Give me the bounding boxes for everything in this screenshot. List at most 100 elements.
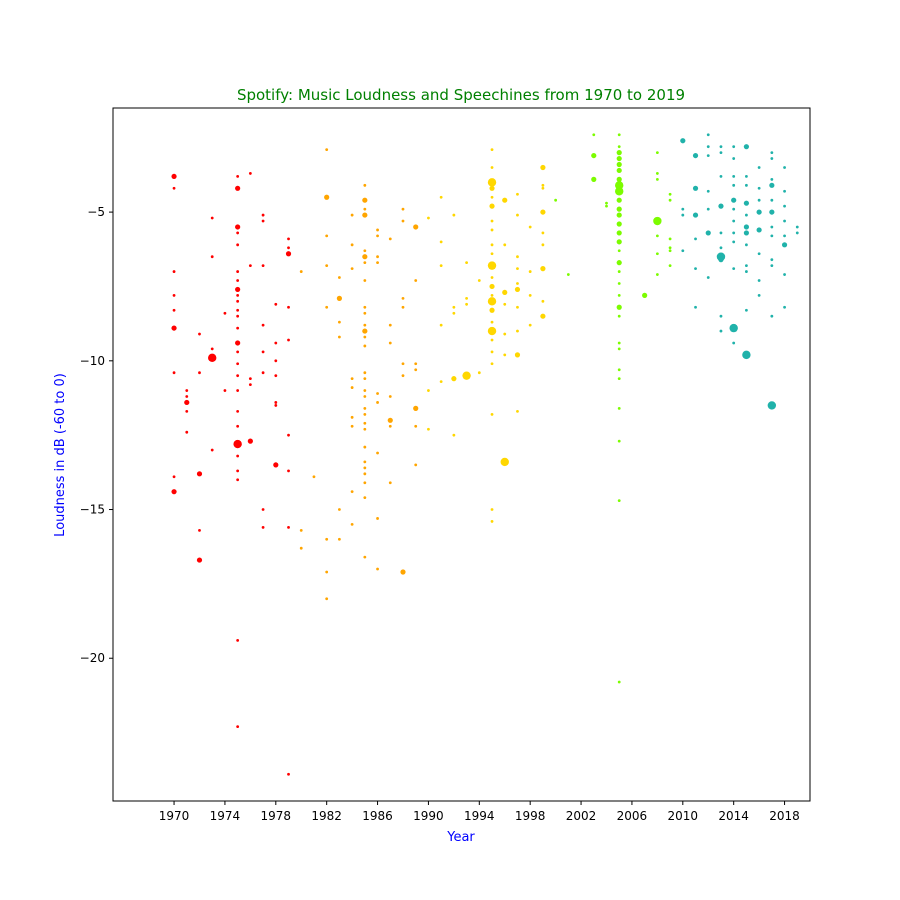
- data-point: [287, 237, 290, 241]
- data-point: [516, 305, 519, 309]
- x-tick-label: 1970: [159, 809, 190, 823]
- x-tick-label: 1994: [464, 809, 495, 823]
- data-point: [490, 293, 494, 297]
- data-point: [414, 368, 418, 372]
- data-point: [745, 243, 748, 247]
- data-point: [745, 175, 748, 178]
- data-point: [287, 305, 290, 309]
- data-point: [743, 230, 750, 236]
- series-1970s: [171, 172, 292, 776]
- data-point: [655, 252, 659, 256]
- x-tick-label: 1998: [515, 809, 546, 823]
- data-point: [325, 305, 329, 309]
- data-point: [350, 243, 354, 247]
- data-point: [439, 323, 443, 327]
- data-point: [490, 338, 494, 342]
- data-point: [401, 362, 405, 366]
- data-point: [732, 219, 736, 223]
- data-point: [732, 231, 736, 235]
- data-point: [261, 371, 265, 375]
- data-point: [413, 405, 419, 411]
- data-point: [743, 200, 750, 206]
- data-point: [554, 198, 558, 202]
- x-tick-label: 2010: [668, 809, 699, 823]
- x-axis: 1970 1974 1978 1982 1986 1990 1994 1998 2002 2006…: [159, 801, 800, 823]
- data-point: [668, 192, 672, 196]
- data-point: [770, 157, 774, 160]
- data-point: [489, 307, 495, 313]
- data-point: [363, 371, 367, 375]
- data-point: [706, 133, 710, 137]
- data-point: [528, 293, 532, 297]
- data-point: [616, 239, 622, 245]
- data-point: [781, 242, 788, 248]
- data-point: [783, 189, 786, 193]
- data-point: [363, 466, 367, 470]
- data-point: [363, 344, 367, 348]
- data-point: [400, 569, 406, 575]
- data-point: [247, 438, 253, 444]
- data-point: [694, 305, 697, 309]
- data-point: [705, 230, 711, 236]
- data-point: [465, 296, 468, 300]
- data-point: [540, 313, 546, 319]
- data-point: [350, 267, 354, 271]
- data-point: [439, 264, 443, 268]
- data-point: [732, 175, 736, 178]
- data-point: [388, 323, 392, 327]
- plot-frame: [112, 107, 811, 802]
- data-point: [770, 198, 774, 202]
- data-point: [452, 433, 456, 437]
- data-point: [732, 157, 736, 160]
- data-point: [719, 151, 723, 155]
- data-point: [388, 424, 392, 428]
- data-point: [236, 293, 240, 297]
- data-point: [324, 194, 330, 200]
- data-point: [732, 240, 736, 244]
- data-point: [743, 224, 750, 230]
- data-point: [616, 260, 622, 266]
- data-point: [616, 230, 622, 236]
- data-point: [617, 270, 621, 273]
- data-point: [502, 289, 508, 296]
- data-point: [236, 374, 240, 378]
- data-point: [325, 264, 329, 268]
- x-tick-label: 1974: [210, 809, 241, 823]
- data-point: [401, 296, 405, 300]
- data-point: [363, 460, 367, 464]
- x-tick-label: 1982: [311, 809, 342, 823]
- data-point: [312, 475, 316, 479]
- data-point: [362, 197, 368, 203]
- data-point: [503, 243, 507, 247]
- data-point: [770, 264, 774, 268]
- data-point: [694, 267, 697, 271]
- data-point: [487, 178, 497, 187]
- data-point: [617, 282, 621, 285]
- data-point: [274, 401, 278, 404]
- data-point: [783, 273, 786, 276]
- y-axis: −20 −15 −10 −5: [80, 205, 113, 665]
- x-tick-label: 2002: [566, 809, 597, 823]
- x-tick-label: 1986: [362, 809, 393, 823]
- data-point: [591, 152, 597, 159]
- data-point: [616, 206, 622, 212]
- data-point: [236, 454, 240, 458]
- data-point: [668, 246, 672, 250]
- data-point: [757, 279, 761, 282]
- data-point: [184, 399, 190, 406]
- data-point: [210, 448, 214, 452]
- chart-title: Spotify: Music Loudness and Speechines f…: [237, 86, 685, 104]
- data-point: [236, 409, 240, 413]
- data-point: [235, 185, 241, 191]
- data-point: [261, 213, 265, 217]
- data-point: [490, 243, 494, 247]
- data-point: [605, 201, 608, 205]
- data-point: [363, 323, 367, 327]
- data-point: [248, 172, 252, 175]
- data-point: [503, 332, 507, 336]
- data-point: [692, 152, 699, 159]
- data-point: [490, 148, 494, 152]
- data-point: [655, 151, 659, 155]
- data-point: [592, 133, 596, 137]
